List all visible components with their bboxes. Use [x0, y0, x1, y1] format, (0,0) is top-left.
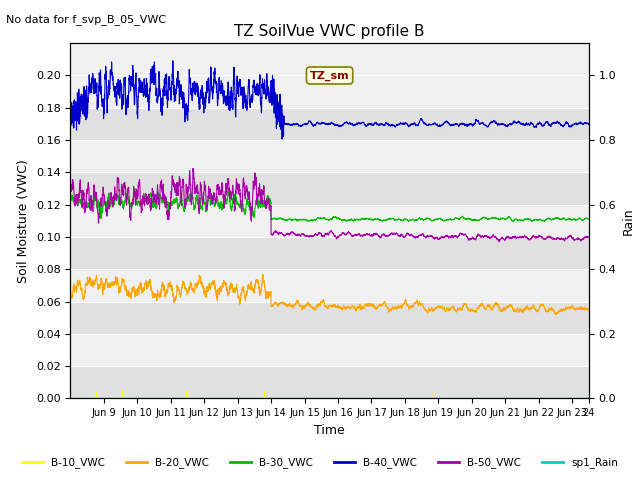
Bar [70, 269, 589, 301]
Bar [70, 204, 589, 237]
Bar [70, 366, 589, 398]
Title: TZ SoilVue VWC profile B: TZ SoilVue VWC profile B [234, 24, 425, 39]
X-axis label: Time: Time [314, 424, 345, 437]
Y-axis label: Soil Moisture (VWC): Soil Moisture (VWC) [17, 159, 30, 283]
Bar [70, 172, 589, 204]
Bar [70, 334, 589, 366]
Y-axis label: Rain: Rain [622, 207, 635, 235]
Bar [70, 237, 589, 269]
Text: TZ_sm: TZ_sm [310, 71, 349, 81]
Bar [70, 140, 589, 172]
Bar [70, 301, 589, 334]
Legend: B-10_VWC, B-20_VWC, B-30_VWC, B-40_VWC, B-50_VWC, sp1_Rain: B-10_VWC, B-20_VWC, B-30_VWC, B-40_VWC, … [18, 453, 622, 472]
Bar [70, 108, 589, 140]
Bar [70, 75, 589, 108]
Text: No data for f_svp_B_05_VWC: No data for f_svp_B_05_VWC [6, 14, 166, 25]
